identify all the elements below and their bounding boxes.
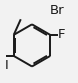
- Text: Br: Br: [50, 4, 64, 17]
- Text: I: I: [5, 59, 9, 72]
- Text: F: F: [58, 28, 66, 41]
